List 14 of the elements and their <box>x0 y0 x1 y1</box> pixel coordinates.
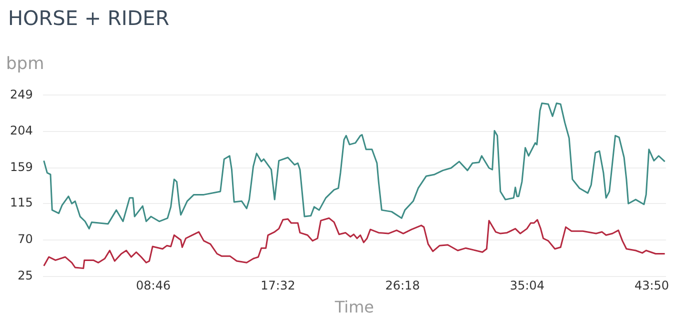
y-tick-label: 249 <box>10 87 33 102</box>
y-axis-title: bpm <box>6 54 44 74</box>
x-tick-label: 08:46 <box>136 278 171 293</box>
y-tick-label: 204 <box>10 124 33 138</box>
x-tick-label: 35:04 <box>510 278 544 293</box>
x-tick-label: 26:18 <box>385 278 420 293</box>
y-tick-label: 159 <box>10 160 33 174</box>
x-tick-label: 43:50 <box>634 278 670 293</box>
y-tick-label: 25 <box>18 268 33 283</box>
x-tick-label: 17:32 <box>260 278 296 293</box>
y-tick-label: 70 <box>18 232 33 246</box>
x-axis-title: Time <box>334 298 374 317</box>
chart-title: HORSE + RIDER <box>8 6 170 30</box>
y-tick-label: 115 <box>10 196 33 210</box>
